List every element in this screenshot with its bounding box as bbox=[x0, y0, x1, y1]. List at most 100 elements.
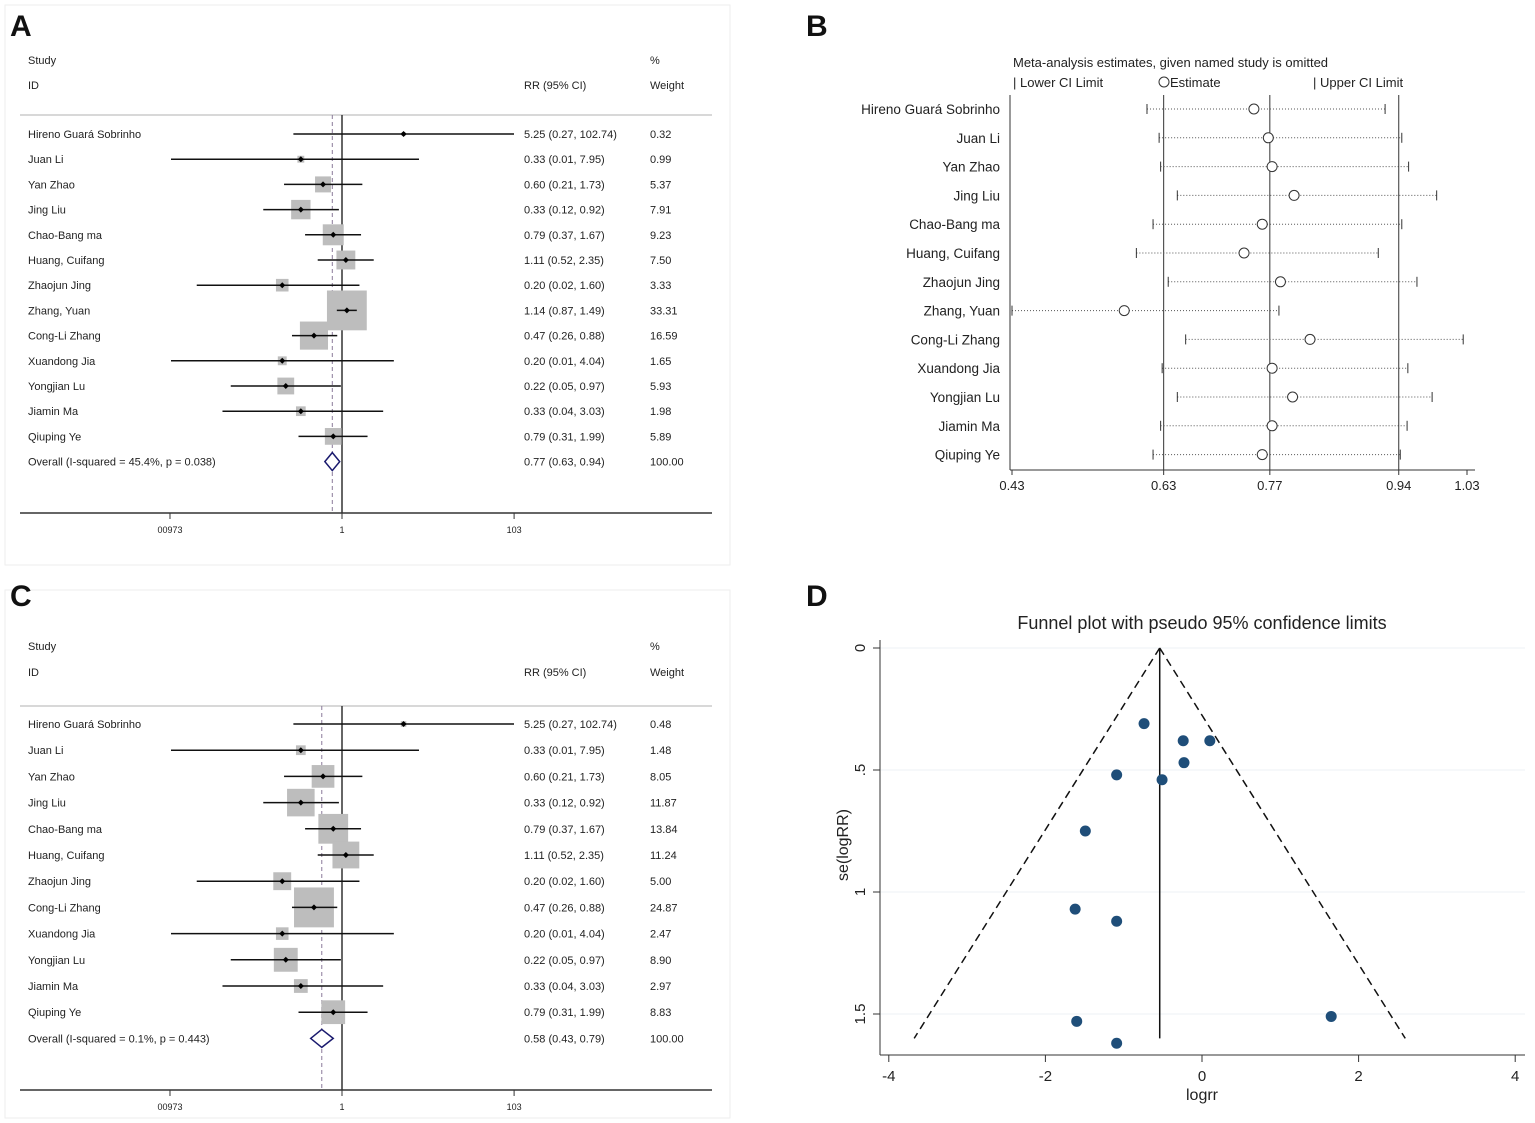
study-name: Huang, Cuifang bbox=[28, 850, 104, 862]
study-name: Cong-Li Zhang bbox=[28, 902, 101, 914]
point-estimate bbox=[282, 383, 289, 389]
study-point bbox=[1069, 903, 1081, 915]
study-name: Qiuping Ye bbox=[935, 448, 1000, 463]
point-estimate bbox=[330, 433, 337, 440]
study-rr: 0.33 (0.12, 0.92) bbox=[524, 798, 605, 810]
point-estimate bbox=[330, 1009, 337, 1016]
y-axis-label: se(logRR) bbox=[835, 809, 852, 881]
estimate-marker bbox=[1304, 333, 1316, 345]
study-name: Qiuping Ye bbox=[28, 431, 81, 443]
funnel-left-limit bbox=[913, 647, 1161, 1039]
x-tick-label: 1.03 bbox=[1454, 478, 1479, 493]
y-tick-label: 0 bbox=[852, 644, 869, 652]
point-estimate bbox=[279, 930, 286, 937]
point-estimate bbox=[342, 257, 349, 263]
legend-estimate: Estimate bbox=[1170, 75, 1221, 90]
study-name: Hireno Guará Sobrinho bbox=[28, 129, 141, 141]
header-study: Study bbox=[28, 55, 57, 67]
study-name: Chao-Bang ma bbox=[28, 230, 103, 242]
study-name: Chao-Bang ma bbox=[909, 217, 1000, 232]
header-id: ID bbox=[28, 667, 39, 679]
study-weight: 16.59 bbox=[650, 331, 678, 343]
study-name: Jing Liu bbox=[28, 205, 66, 217]
panel-label-a: A bbox=[10, 10, 32, 43]
study-name: Jiamin Ma bbox=[28, 981, 79, 993]
plot-title: Meta-analysis estimates, given named stu… bbox=[1013, 55, 1328, 70]
funnel-right-limit bbox=[1159, 647, 1406, 1039]
study-point bbox=[1138, 718, 1150, 730]
study-weight: 0.48 bbox=[650, 719, 671, 731]
point-estimate bbox=[320, 773, 327, 780]
point-estimate bbox=[279, 282, 286, 289]
study-weight: 11.87 bbox=[650, 798, 677, 810]
point-estimate bbox=[310, 332, 317, 339]
study-name: Cong-Li Zhang bbox=[911, 332, 1000, 347]
study-name: Zhaojun Jing bbox=[28, 876, 91, 888]
overall-rr: 0.77 (0.63, 0.94) bbox=[524, 457, 605, 469]
panel-a-frame bbox=[4, 4, 731, 566]
study-weight: 5.89 bbox=[650, 431, 671, 443]
study-weight: 1.98 bbox=[650, 406, 671, 418]
study-rr: 0.79 (0.37, 1.67) bbox=[524, 824, 605, 836]
panel-c-frame bbox=[4, 589, 731, 1119]
x-tick-label: 1 bbox=[339, 1102, 344, 1112]
study-rr: 0.33 (0.12, 0.92) bbox=[524, 205, 605, 217]
header-id: ID bbox=[28, 80, 39, 92]
study-point bbox=[1156, 774, 1168, 786]
study-name: Zhaojun Jing bbox=[923, 275, 1000, 290]
study-weight: 3.33 bbox=[650, 280, 671, 292]
point-estimate bbox=[330, 825, 337, 832]
sensitivity-plot-b: Meta-analysis estimates, given named stu… bbox=[861, 55, 1480, 493]
study-point bbox=[1071, 1015, 1083, 1027]
study-rr: 0.47 (0.26, 0.88) bbox=[524, 902, 605, 914]
x-tick-label: 0.77 bbox=[1257, 478, 1282, 493]
study-weight: 8.05 bbox=[650, 771, 671, 783]
study-rr: 0.60 (0.21, 1.73) bbox=[524, 771, 605, 783]
study-weight: 0.32 bbox=[650, 129, 671, 141]
legend-upper: | Upper CI Limit bbox=[1313, 75, 1403, 90]
overall-label: Overall (I-squared = 45.4%, p = 0.038) bbox=[28, 457, 216, 469]
point-estimate bbox=[297, 408, 304, 415]
study-name: Juan Li bbox=[28, 745, 63, 757]
study-rr: 1.11 (0.52, 2.35) bbox=[524, 850, 604, 862]
study-weight: 24.87 bbox=[650, 902, 678, 914]
forest-plot-a: Study ID RR (95% CI)% Weight Hireno Guará So… bbox=[20, 55, 712, 535]
legend-estimate-marker bbox=[1158, 76, 1170, 88]
estimate-marker bbox=[1118, 305, 1130, 317]
x-tick-label: 103 bbox=[507, 1102, 522, 1112]
overall-rr: 0.58 (0.43, 0.79) bbox=[524, 1033, 605, 1045]
study-weight: 7.50 bbox=[650, 255, 671, 267]
x-tick-label: 0.63 bbox=[1151, 478, 1176, 493]
y-tick-label: .5 bbox=[852, 764, 869, 777]
study-rr: 5.25 (0.27, 102.74) bbox=[524, 129, 617, 141]
point-estimate bbox=[342, 852, 349, 858]
study-point bbox=[1111, 769, 1123, 781]
study-rr: 0.33 (0.01, 7.95) bbox=[524, 154, 605, 166]
header-pct: % bbox=[650, 641, 660, 653]
study-rr: 0.60 (0.21, 1.73) bbox=[524, 179, 605, 191]
study-weight: 1.65 bbox=[650, 356, 671, 368]
study-weight: 11.24 bbox=[650, 850, 677, 862]
study-rr: 5.25 (0.27, 102.74) bbox=[524, 719, 617, 731]
study-name: Jiamin Ma bbox=[28, 406, 79, 418]
x-tick-label: 2 bbox=[1354, 1068, 1362, 1085]
forest-plot-c: Study ID RR (95% CI)% Weight Hireno Guará So… bbox=[20, 641, 712, 1112]
point-estimate bbox=[297, 156, 304, 163]
study-name: Chao-Bang ma bbox=[28, 824, 103, 836]
point-estimate bbox=[297, 206, 304, 213]
study-weight: 5.93 bbox=[650, 381, 671, 393]
x-axis-label: logrr bbox=[1186, 1087, 1219, 1104]
point-estimate bbox=[330, 231, 337, 238]
study-name: Yongjian Lu bbox=[28, 955, 85, 967]
study-weight: 2.47 bbox=[650, 929, 671, 941]
x-tick-label: 00973 bbox=[157, 525, 182, 535]
study-name: Hireno Guará Sobrinho bbox=[28, 719, 141, 731]
study-name: Zhang, Yuan bbox=[28, 305, 90, 317]
x-tick-label: -4 bbox=[882, 1068, 895, 1085]
estimate-marker bbox=[1288, 189, 1300, 201]
study-weight: 9.23 bbox=[650, 230, 671, 242]
study-rr: 0.20 (0.02, 1.60) bbox=[524, 280, 605, 292]
study-name: Jing Liu bbox=[28, 798, 66, 810]
study-point bbox=[1325, 1010, 1337, 1022]
